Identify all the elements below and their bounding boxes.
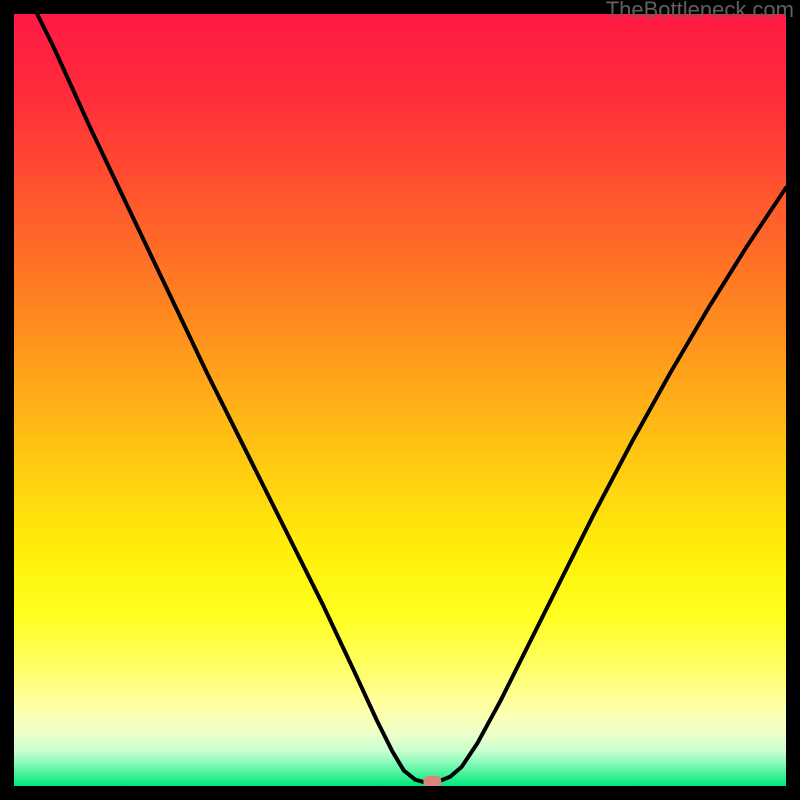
bottleneck-curve-plot	[0, 0, 800, 800]
plot-background	[14, 14, 786, 786]
frame-border-left	[0, 0, 14, 800]
frame-border-bottom	[0, 786, 800, 800]
watermark-text: TheBottleneck.com	[606, 0, 794, 23]
frame-border-right	[786, 0, 800, 800]
chart-container: TheBottleneck.com	[0, 0, 800, 800]
